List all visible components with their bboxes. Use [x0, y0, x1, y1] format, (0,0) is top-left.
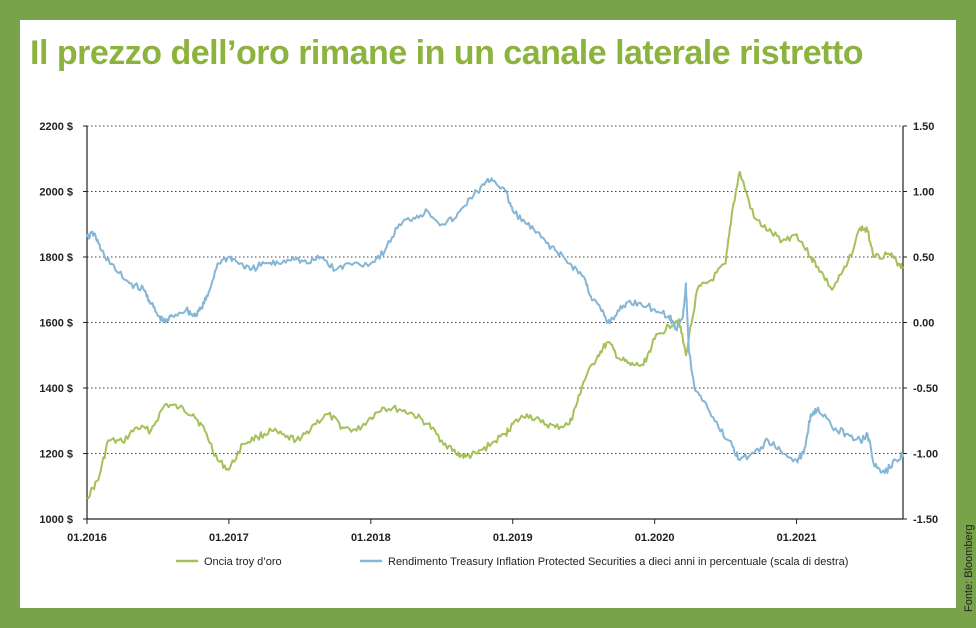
- y-left-tick-label: 1200 $: [39, 449, 73, 461]
- x-tick-label: 01.2016: [67, 532, 107, 544]
- legend-label-gold: Oncia troy d’oro: [204, 556, 282, 568]
- y-left-tick-label: 1600 $: [39, 318, 73, 330]
- y-right-tick-label: -0.50: [913, 383, 938, 395]
- x-tick-label: 01.2017: [209, 532, 249, 544]
- y-right-tick-label: -1.00: [913, 449, 938, 461]
- legend-label-tips: Rendimento Treasury Inflation Protected …: [388, 556, 848, 568]
- chart-title: Il prezzo dell’oro rimane in un canale l…: [30, 34, 864, 72]
- y-left-tick-label: 2200 $: [39, 121, 73, 133]
- x-tick-label: 01.2020: [635, 532, 675, 544]
- x-tick-label: 01.2021: [777, 532, 817, 544]
- y-left-tick-label: 2000 $: [39, 187, 73, 199]
- y-right-tick-label: 0.00: [913, 318, 934, 330]
- y-left-tick-label: 1800 $: [39, 252, 73, 264]
- y-right-tick-label: -1.50: [913, 514, 938, 526]
- x-tick-label: 01.2019: [493, 532, 533, 544]
- y-right-tick-label: 1.00: [913, 187, 934, 199]
- x-tick-label: 01.2018: [351, 532, 391, 544]
- series-line-gold: [86, 170, 904, 500]
- y-right-tick-label: 0.50: [913, 252, 934, 264]
- y-right-tick-label: 1.50: [913, 121, 934, 133]
- series-line-tips: [86, 177, 904, 475]
- y-left-tick-label: 1000 $: [39, 514, 73, 526]
- y-left-tick-label: 1400 $: [39, 383, 73, 395]
